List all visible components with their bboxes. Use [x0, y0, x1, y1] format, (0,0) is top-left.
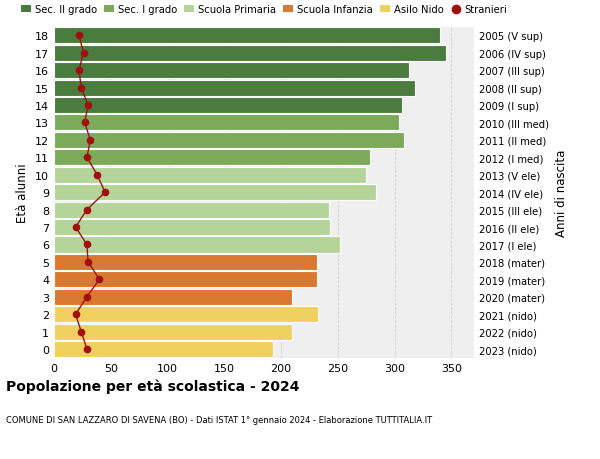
Bar [54, 80, 415, 96]
Bar [54, 202, 329, 218]
Bar [54, 185, 376, 201]
Bar [54, 219, 330, 235]
Bar [54, 150, 370, 166]
Bar [54, 272, 317, 288]
Bar [54, 133, 404, 149]
Text: COMUNE DI SAN LAZZARO DI SAVENA (BO) - Dati ISTAT 1° gennaio 2024 - Elaborazione: COMUNE DI SAN LAZZARO DI SAVENA (BO) - D… [6, 415, 432, 425]
Bar [54, 341, 273, 357]
Text: Popolazione per età scolastica - 2024: Popolazione per età scolastica - 2024 [6, 379, 299, 393]
Bar [54, 28, 440, 44]
Bar [54, 324, 292, 340]
Bar [54, 63, 409, 79]
Legend: Sec. II grado, Sec. I grado, Scuola Primaria, Scuola Infanzia, Asilo Nido, Stran: Sec. II grado, Sec. I grado, Scuola Prim… [17, 1, 511, 19]
Bar [54, 237, 340, 253]
Y-axis label: Anni di nascita: Anni di nascita [555, 149, 568, 236]
Bar [54, 254, 317, 270]
Bar [54, 45, 446, 62]
Bar [54, 168, 366, 184]
Bar [54, 307, 319, 323]
Bar [54, 289, 292, 305]
Bar [54, 98, 403, 114]
Bar [54, 115, 399, 131]
Y-axis label: Età alunni: Età alunni [16, 163, 29, 223]
